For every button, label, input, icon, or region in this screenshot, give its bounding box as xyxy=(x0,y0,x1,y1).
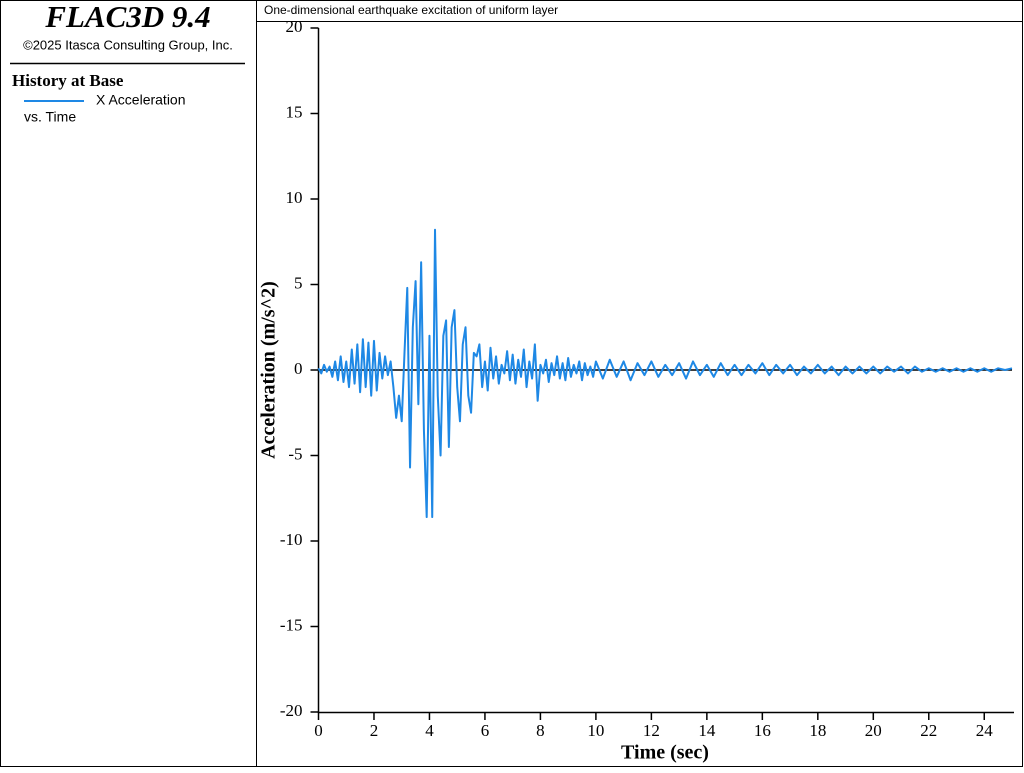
x-tick-label: 14 xyxy=(698,721,716,740)
y-axis-label: Acceleration (m/s^2) xyxy=(258,281,280,459)
x-tick-label: 8 xyxy=(536,721,545,740)
chart-title: One-dimensional earthquake excitation of… xyxy=(264,3,558,17)
y-tick-label: 10 xyxy=(286,188,303,207)
y-tick-label: 20 xyxy=(286,17,303,36)
x-tick-label: 4 xyxy=(425,721,434,740)
y-tick-label: -5 xyxy=(288,444,302,463)
x-tick-label: 16 xyxy=(754,721,771,740)
y-tick-label: 15 xyxy=(286,102,303,121)
x-tick-label: 20 xyxy=(865,721,882,740)
y-tick-label: 5 xyxy=(294,273,303,292)
copyright: ©2025 Itasca Consulting Group, Inc. xyxy=(23,37,233,52)
x-tick-label: 12 xyxy=(643,721,660,740)
x-tick-label: 2 xyxy=(370,721,379,740)
x-tick-label: 22 xyxy=(920,721,937,740)
x-tick-label: 10 xyxy=(587,721,604,740)
x-tick-label: 18 xyxy=(809,721,826,740)
legend-subtitle: vs. Time xyxy=(24,109,76,125)
y-tick-label: -10 xyxy=(280,530,303,549)
legend-label: X Acceleration xyxy=(96,92,186,108)
x-tick-label: 0 xyxy=(314,721,323,740)
y-tick-label: 0 xyxy=(294,359,303,378)
x-axis-label: Time (sec) xyxy=(621,742,709,764)
legend-title: History at Base xyxy=(12,71,124,90)
app-title: FLAC3D 9.4 xyxy=(44,0,210,34)
x-tick-label: 6 xyxy=(481,721,490,740)
y-tick-label: -15 xyxy=(280,615,303,634)
y-tick-label: -20 xyxy=(280,701,303,720)
x-tick-label: 24 xyxy=(976,721,994,740)
data-line xyxy=(317,228,1013,519)
